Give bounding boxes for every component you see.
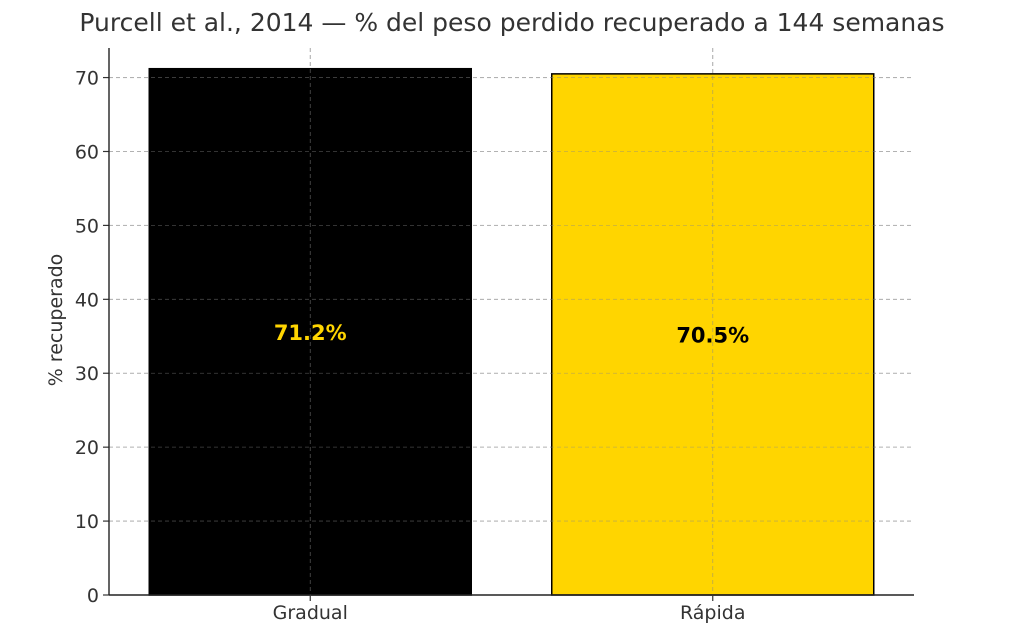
- x-tick-label: Rápida: [680, 602, 745, 624]
- y-tick-label: 30: [75, 363, 99, 385]
- data-label: 70.5%: [676, 323, 749, 347]
- data-label: 71.2%: [274, 321, 347, 345]
- y-tick-label: 60: [75, 141, 99, 163]
- axes: 0 10 20 30 40 50 60 70 Gradual Rápida: [75, 48, 914, 624]
- y-tick-label: 50: [75, 215, 99, 237]
- y-tick-label: 40: [75, 289, 99, 311]
- y-tick-label: 70: [75, 68, 99, 90]
- y-axis-label: % recuperado: [45, 254, 67, 387]
- y-tick-label: 10: [75, 511, 99, 533]
- chart-title: Purcell et al., 2014 — % del peso perdid…: [79, 8, 945, 37]
- y-tick-label: 0: [87, 585, 99, 607]
- x-tick-label: Gradual: [273, 602, 348, 624]
- bars: 71.2% 70.5%: [109, 48, 914, 596]
- y-tick-label: 20: [75, 437, 99, 459]
